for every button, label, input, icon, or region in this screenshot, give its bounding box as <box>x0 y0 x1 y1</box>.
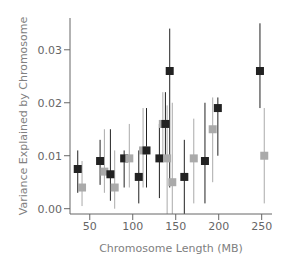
svg-text:Variance Explained by Chromoso: Variance Explained by Chromosome <box>17 16 30 215</box>
svg-text:100: 100 <box>122 220 143 233</box>
svg-text:0.00: 0.00 <box>38 203 63 216</box>
svg-text:0.03: 0.03 <box>38 44 63 57</box>
svg-text:150: 150 <box>165 220 186 233</box>
svg-text:200: 200 <box>208 220 229 233</box>
svg-text:Chromosome Length (MB): Chromosome Length (MB) <box>99 242 243 255</box>
svg-text:0.02: 0.02 <box>38 97 63 110</box>
svg-text:50: 50 <box>83 220 97 233</box>
svg-text:250: 250 <box>251 220 272 233</box>
svg-text:0.01: 0.01 <box>38 150 63 163</box>
